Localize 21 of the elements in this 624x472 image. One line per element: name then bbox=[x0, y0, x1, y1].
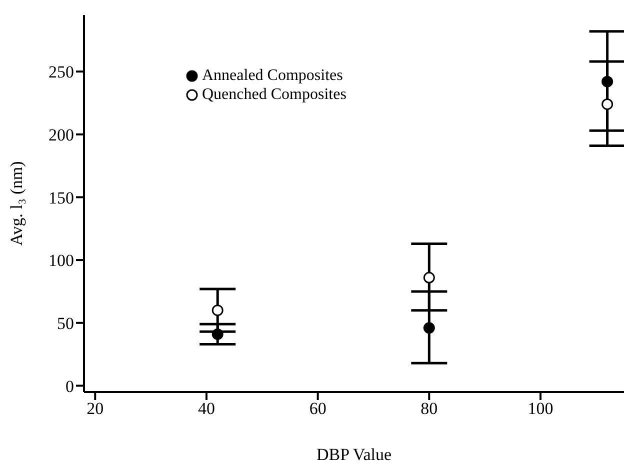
x-tick-label: 40 bbox=[198, 399, 215, 418]
point bbox=[212, 328, 224, 340]
y-tick-label: 200 bbox=[48, 125, 74, 144]
y-tick-label: 250 bbox=[48, 62, 74, 82]
x-tick-label: 100 bbox=[528, 399, 554, 418]
x-axis-title: DBP Value bbox=[316, 445, 392, 464]
y-tick-label: 0 bbox=[66, 376, 74, 396]
y-tick-label: 150 bbox=[48, 188, 74, 208]
y-tick-label: 100 bbox=[48, 251, 74, 270]
point bbox=[423, 272, 435, 284]
x-tick-label: 20 bbox=[86, 399, 104, 418]
point bbox=[212, 304, 224, 316]
point bbox=[602, 76, 614, 88]
point bbox=[423, 322, 435, 334]
legend-label: Quenched Composites bbox=[202, 85, 346, 104]
y-axis-title: Avg. l₃ (nm) bbox=[7, 161, 26, 246]
y-tick-label: 50 bbox=[57, 314, 74, 333]
x-tick-label: 80 bbox=[420, 399, 438, 418]
point bbox=[602, 98, 614, 110]
x-tick-label: 60 bbox=[309, 399, 326, 418]
legend-label: Annealed Composites bbox=[202, 66, 343, 85]
